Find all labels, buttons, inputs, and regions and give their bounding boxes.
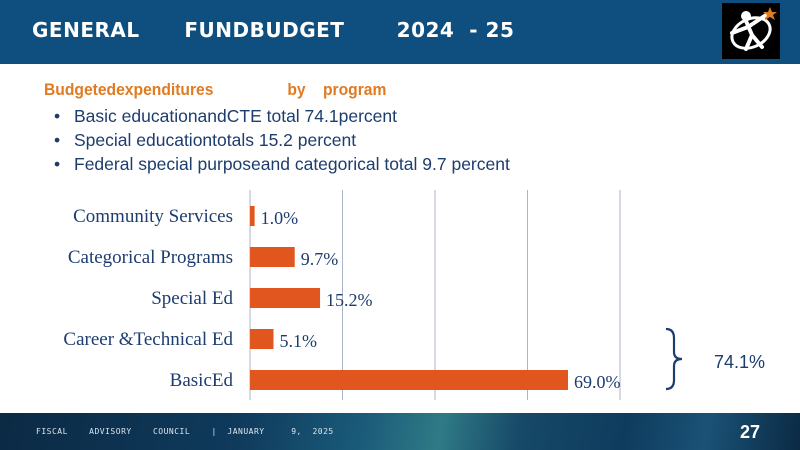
bar xyxy=(250,370,568,390)
bar xyxy=(250,288,321,308)
bullet-dot: • xyxy=(54,154,61,174)
category-label: Community Services xyxy=(73,206,233,227)
bullet-dot: • xyxy=(54,106,61,126)
category-label: Special Ed xyxy=(151,288,233,309)
bullet-dot: • xyxy=(54,130,61,150)
bar-chart: Community Services 1.0% Categorical Progra… xyxy=(63,190,621,400)
category-label: Career &Technical Ed xyxy=(63,329,233,350)
bullet-text: Special educationtotals 15.2 percent xyxy=(74,130,357,150)
data-label: 9.7% xyxy=(301,249,339,269)
person-with-star-logo-icon xyxy=(722,3,780,59)
page-title: GENERAL FUNDBUDGET 2024 - 25 xyxy=(32,18,515,42)
section-subtitle: Budgetedexpenditures by program xyxy=(44,80,387,99)
footer-bar: FISCAL ADVISORY COUNCIL | JANUARY 9, 202… xyxy=(0,413,800,450)
bar xyxy=(250,329,274,349)
category-label: BasicEd xyxy=(170,370,234,391)
bullet-text: Federal special purposeand categorical t… xyxy=(74,154,510,174)
bullet-item: • Special educationtotals 15.2 percent xyxy=(54,128,510,152)
data-label: 15.2% xyxy=(326,290,373,310)
bullet-text: Basic educationandCTE total 74.1percent xyxy=(74,106,397,126)
bar xyxy=(250,206,255,226)
footer-text: FISCAL ADVISORY COUNCIL | JANUARY 9, 202… xyxy=(36,427,334,436)
page-number: 27 xyxy=(740,422,761,442)
bullet-item: • Federal special purposeand categorical … xyxy=(54,152,510,176)
header-bar: GENERAL FUNDBUDGET 2024 - 25 xyxy=(0,0,800,64)
bar xyxy=(250,247,295,267)
category-label: Categorical Programs xyxy=(68,247,233,268)
bullet-item: • Basic educationandCTE total 74.1percent xyxy=(54,104,510,128)
bracket-icon xyxy=(665,327,683,391)
bracket-total-label: 74.1% xyxy=(714,352,766,372)
data-label: 1.0% xyxy=(261,208,299,228)
data-label: 5.1% xyxy=(280,331,318,351)
bullet-list: • Basic educationandCTE total 74.1percent… xyxy=(54,104,510,176)
data-label: 69.0% xyxy=(574,372,621,392)
